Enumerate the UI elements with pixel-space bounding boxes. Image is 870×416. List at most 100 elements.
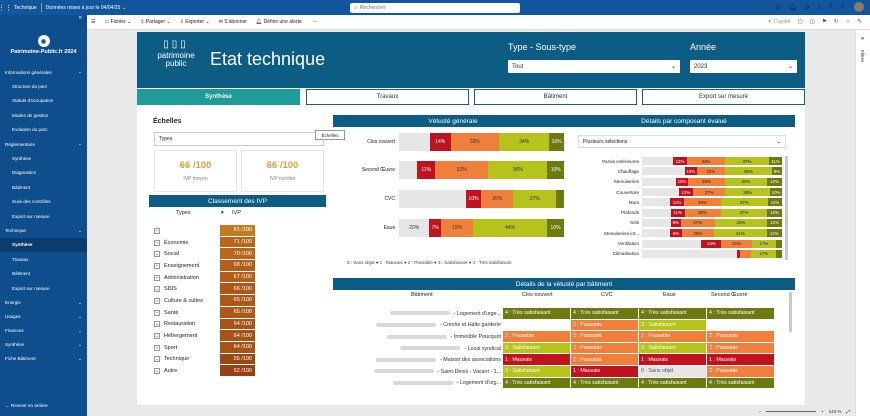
vetuste-bar-segment[interactable]: 20% xyxy=(481,190,514,208)
component-bar-segment[interactable]: 17% xyxy=(751,249,777,258)
component-bar-segment[interactable]: 12% xyxy=(767,208,782,217)
expand-icon[interactable]: + xyxy=(154,356,160,363)
sidebar-section[interactable]: Energie ⌄ xyxy=(0,296,87,310)
vetuste-bar-segment[interactable]: 20% xyxy=(399,219,430,237)
ivp-row[interactable]: + Enseignement 68 /100 xyxy=(149,260,324,272)
sidebar-subitem[interactable]: Travaux xyxy=(0,252,87,267)
expand-icon[interactable]: + xyxy=(154,321,160,328)
expand-icon[interactable]: + xyxy=(154,309,160,316)
component-bar-segment[interactable]: 29% xyxy=(684,198,721,207)
vetuste-bar-segment[interactable]: 36% xyxy=(488,161,548,179)
component-bar-segment[interactable] xyxy=(642,229,671,238)
tab-export[interactable]: Export sur mesure xyxy=(642,89,805,105)
sidebar-section[interactable]: Finances ⌄ xyxy=(0,324,87,338)
component-bar-segment[interactable] xyxy=(642,239,702,248)
component-bar-segment[interactable] xyxy=(642,198,670,207)
sidebar-subitem[interactable]: Bâtiment xyxy=(0,267,87,282)
ivp-row[interactable]: + Économie 71 /100 xyxy=(149,236,324,249)
component-bar-segment[interactable]: 9% xyxy=(670,229,682,238)
component-bar-segment[interactable]: 14% xyxy=(701,239,722,248)
vetuste-bar-segment[interactable]: 32% xyxy=(435,161,489,179)
component-bar-segment[interactable] xyxy=(642,157,673,166)
sidebar-subitem[interactable]: Diagnostics xyxy=(0,166,87,181)
help-icon[interactable]: ? xyxy=(828,4,832,10)
component-bar-segment[interactable]: 10% xyxy=(684,167,697,176)
table-row[interactable]: - Crèche et Halte garderie 2 : Passable 3 … xyxy=(333,319,791,332)
ivp-row[interactable]: + Culture & cultes 65 /100 xyxy=(149,295,324,307)
alert-button[interactable]: 🔔︎ Définir une alerte xyxy=(255,19,302,25)
zoom-out-icon[interactable]: − xyxy=(758,409,761,414)
ivp-row[interactable]: + Social 70 /100 xyxy=(149,248,324,261)
component-bar-segment[interactable]: 27% xyxy=(693,188,726,197)
component-bar-segment[interactable]: 29% xyxy=(688,177,725,186)
vetuste-bar-segment[interactable]: 11% xyxy=(417,161,436,179)
tab-batiment[interactable]: Bâtiment xyxy=(474,89,637,105)
ivp-row[interactable]: +81 /100 xyxy=(149,225,324,237)
chevron-down-icon[interactable]: ⌄ xyxy=(122,4,127,11)
details-scrollbar[interactable] xyxy=(789,292,792,332)
component-bar-segment[interactable]: 10% xyxy=(675,177,689,186)
sidebar-subitem[interactable]: Export sur mesure xyxy=(0,281,87,296)
component-bar-segment[interactable]: 12% xyxy=(678,188,693,197)
components-dropdown[interactable]: Plusieurs sélections ⌄ xyxy=(578,135,786,148)
vetuste-bar-segment[interactable] xyxy=(399,133,430,151)
sidebar-section[interactable]: Technique ⌄ xyxy=(0,224,87,238)
app-launcher-icon[interactable]: ⋮⋮ xyxy=(0,4,12,12)
vetuste-bar-segment[interactable]: 10% xyxy=(465,190,482,208)
favorite-icon[interactable]: ☆ xyxy=(845,19,851,25)
edit-icon[interactable]: ✎ xyxy=(857,19,862,25)
ivp-row[interactable]: + Restauration 64 /100 xyxy=(149,318,324,331)
copilot-icon[interactable]: ◎ xyxy=(775,4,781,11)
table-row[interactable]: - Maison des associations 1 : Mauvais 2 : … xyxy=(333,354,791,366)
sidebar-subitem[interactable]: Suivi des contrôles xyxy=(0,195,87,210)
table-row[interactable]: - Local syndical 3 : Satisfaisant 2 : Pass… xyxy=(333,342,791,355)
component-bar-segment[interactable]: 11% xyxy=(670,208,685,217)
component-bar-segment[interactable]: 10% xyxy=(770,188,782,197)
expand-icon[interactable]: + xyxy=(154,227,160,234)
subscribe-button[interactable]: ✉ S'abonner xyxy=(218,19,247,25)
component-bar-segment[interactable]: 8% xyxy=(772,167,782,176)
sidebar-section[interactable]: Fiche Bâtiment ⌄ xyxy=(0,352,87,366)
sidebar-section[interactable]: Réglementaire ⌄ xyxy=(0,137,87,151)
component-bar-segment[interactable] xyxy=(642,218,671,227)
table-row[interactable]: - Saint-Denis - Vacant - 1... 3 : Satisfa… xyxy=(333,365,791,378)
filters-pane[interactable]: » Filtres xyxy=(855,30,870,416)
expand-icon[interactable]: + xyxy=(154,368,160,375)
table-row[interactable]: - Immeuble Poucquot 2 : Passable 2 : Passa… xyxy=(333,331,791,343)
sidebar-subitem[interactable]: Modes de gestion xyxy=(0,108,87,123)
vetuste-bar-segment[interactable]: 27% xyxy=(513,190,557,208)
ivp-row[interactable]: + Santé 65 /100 xyxy=(149,306,324,319)
component-bar-segment[interactable] xyxy=(642,208,671,217)
avatar[interactable] xyxy=(854,2,864,12)
vetuste-bar-segment[interactable]: 44% xyxy=(473,219,548,237)
refresh-icon[interactable]: ↻ xyxy=(833,19,839,25)
sidebar-subitem[interactable]: Synthèse xyxy=(0,237,87,252)
component-bar-segment[interactable]: 11% xyxy=(767,198,782,207)
component-bar-segment[interactable]: 21% xyxy=(721,239,752,248)
comment-icon[interactable]: ▢ xyxy=(797,19,803,25)
expand-icon[interactable]: + xyxy=(154,262,160,269)
export-menu[interactable]: ⇩ Exporter ⌄ xyxy=(179,19,210,25)
component-bar-segment[interactable]: 38% xyxy=(725,188,771,197)
sidebar-subitem[interactable]: Synthèse xyxy=(0,151,87,166)
table-row[interactable]: - Logement d'urg... 4 : Très satisfaisant… xyxy=(333,377,791,390)
component-bar-segment[interactable]: 11% xyxy=(768,157,782,166)
vetuste-bar-segment[interactable]: 34% xyxy=(499,133,550,151)
vetuste-bar-segment[interactable]: 10% xyxy=(549,133,564,151)
component-bar-segment[interactable]: 12% xyxy=(767,177,782,186)
component-bar-segment[interactable]: 34% xyxy=(724,177,767,186)
component-bar-segment[interactable]: 12% xyxy=(672,157,688,166)
sidebar-section[interactable]: Usages ⌄ xyxy=(0,310,87,324)
settings-icon[interactable]: ⚙ xyxy=(804,4,810,11)
ivp-row[interactable]: + Hébergement 64 /100 xyxy=(149,330,324,342)
sidebar-subitem[interactable]: Bâtiment xyxy=(0,180,87,195)
vetuste-bar-segment[interactable]: 33% xyxy=(450,133,500,151)
feedback-icon[interactable]: ☺ xyxy=(839,4,846,10)
component-bar-segment[interactable]: 37% xyxy=(720,208,767,217)
ivp-row[interactable]: + Technique 55 /100 xyxy=(149,353,324,366)
tab-synthese[interactable]: Synthèse xyxy=(137,89,300,105)
component-bar-segment[interactable] xyxy=(642,177,676,186)
vetuste-bar-segment[interactable]: 19% xyxy=(441,219,474,237)
ivp-row[interactable]: + Administration 67 /100 xyxy=(149,271,324,284)
component-bar-segment[interactable] xyxy=(739,249,752,258)
